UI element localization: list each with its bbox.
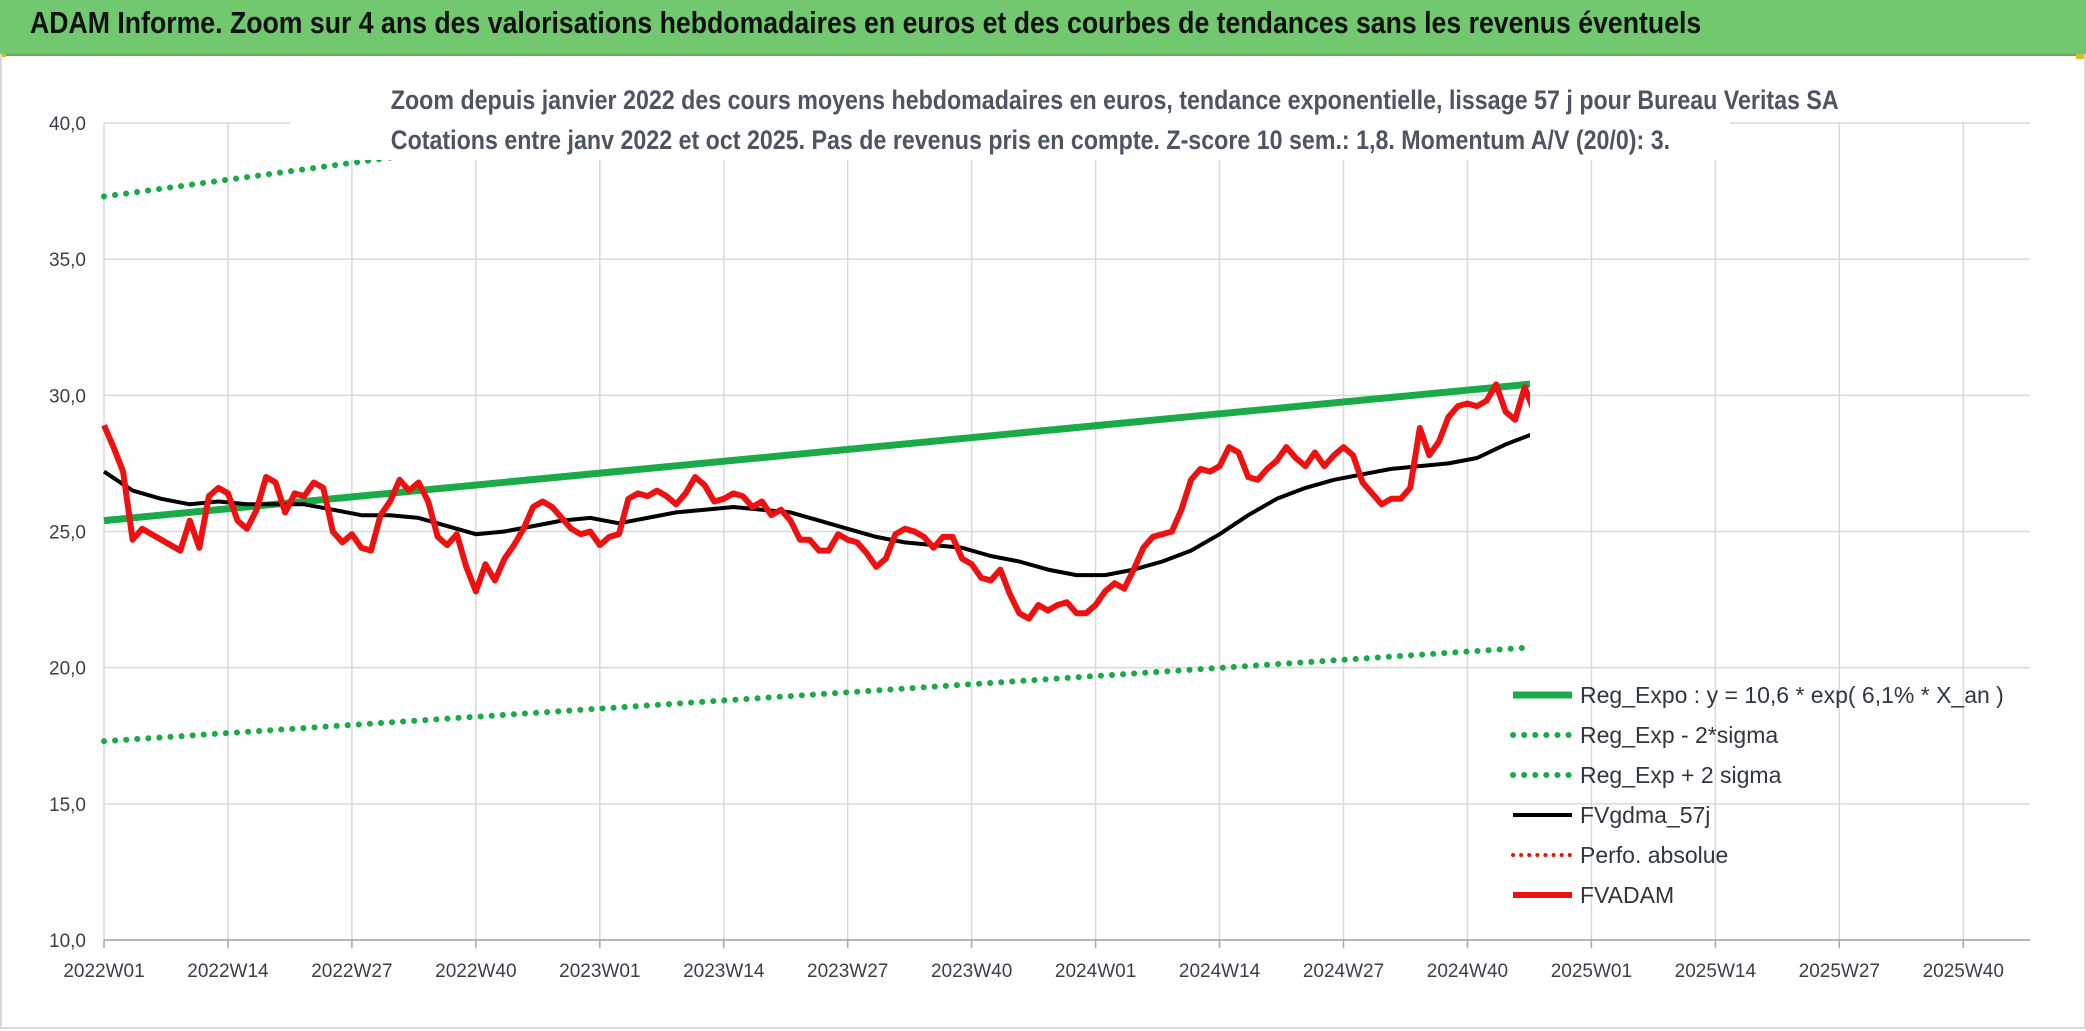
chart-subtitle: Cotations entre janv 2022 et oct 2025. P…: [390, 125, 1671, 155]
x-tick-label: 2023W01: [559, 961, 640, 982]
header-banner: ADAM Informe. Zoom sur 4 ans des valoris…: [0, 0, 2086, 56]
price-line: [101, 381, 1530, 622]
x-tick-label: 2024W01: [1055, 961, 1136, 982]
x-tick-label: 2023W40: [931, 961, 1012, 982]
banner-accent: [0, 54, 6, 57]
grid-lines: [103, 122, 2030, 941]
y-tick-label: 25,0: [49, 523, 86, 544]
legend-label: Perfo. absolue: [1580, 842, 1728, 868]
x-tick-label: 2023W27: [807, 961, 888, 982]
chart-title: Zoom depuis janvier 2022 des cours moyen…: [390, 85, 1839, 115]
legend-label: FVADAM: [1580, 882, 1674, 908]
x-tick-label: 2025W27: [1799, 961, 1880, 982]
y-tick-label: 15,0: [49, 795, 86, 816]
x-tick-label: 2025W40: [1923, 961, 2004, 982]
legend-label: FVgdma_57j: [1580, 802, 1710, 828]
x-tick-label: 2024W14: [1179, 961, 1261, 982]
page-title: ADAM Informe. Zoom sur 4 ans des valoris…: [30, 5, 1702, 40]
x-tick-label: 2025W01: [1551, 961, 1632, 982]
x-tick-label: 2023W14: [683, 961, 765, 982]
axes: 10,0 15,0 20,0 25,0 30,0 35,0 40,0 2022W01 2022W…: [49, 114, 2030, 982]
x-tick-label: 2022W27: [311, 961, 392, 982]
y-tick-label: 10,0: [49, 931, 86, 952]
x-tick-label: 2025W14: [1675, 961, 1757, 982]
legend-label: Reg_Expo : y = 10,6 * exp( 6,1% * X_an ): [1580, 682, 2004, 708]
x-tick-label: 2022W40: [435, 961, 516, 982]
legend-label: Reg_Exp + 2 sigma: [1580, 762, 1782, 788]
chart-title-block: Zoom depuis janvier 2022 des cours moyen…: [290, 80, 1839, 160]
x-tick-label: 2022W14: [187, 961, 269, 982]
legend: Reg_Expo : y = 10,6 * exp( 6,1% * X_an )…: [1510, 682, 2004, 908]
chart-frame: [0, 54, 2086, 1029]
y-tick-label: 35,0: [49, 250, 86, 271]
y-tick-label: 20,0: [49, 659, 86, 680]
y-tick-label: 40,0: [49, 114, 86, 135]
x-tick-label: 2024W40: [1427, 961, 1508, 982]
banner-accent-right: [2076, 54, 2086, 59]
lower-band-line: [101, 644, 1530, 745]
y-tick-label: 30,0: [49, 386, 86, 407]
legend-label: Reg_Exp - 2*sigma: [1580, 722, 1778, 748]
x-tick-label: 2022W01: [63, 961, 144, 982]
trend-line: [103, 380, 1530, 525]
smoothed-line: [102, 432, 1530, 578]
x-tick-label: 2024W27: [1303, 961, 1384, 982]
